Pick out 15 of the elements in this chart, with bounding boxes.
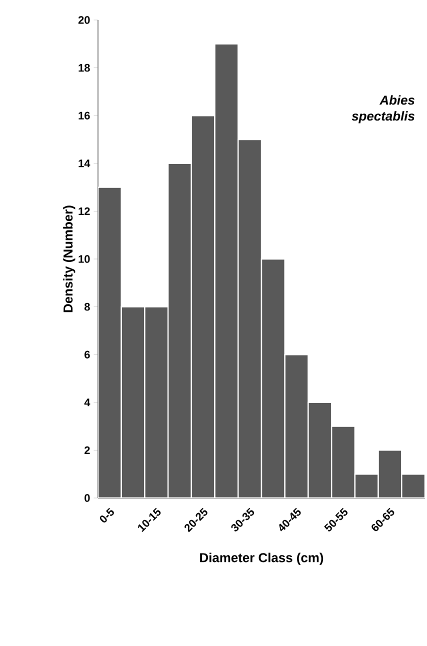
y-axis-title: Density (Number) [63,206,76,312]
annotation: Abies spectablis [352,95,415,124]
x-tick-label: 0-5 [100,508,114,523]
y-tick-label: 8 [84,302,90,311]
y-tick-label: 18 [78,64,90,72]
y-tick-label: 0 [84,494,90,502]
y-tick-label: 4 [84,398,90,406]
y-tick-label: 20 [78,16,90,24]
y-tick-label: 6 [84,350,90,358]
x-axis-title: Diameter Class (cm) [200,552,324,565]
y-tick-label: 14 [78,160,90,168]
y-tick-label: 2 [84,446,90,454]
y-tick-label: 16 [78,112,90,120]
y-tick-label: 12 [78,207,90,216]
y-tick-label: 10 [78,255,90,263]
